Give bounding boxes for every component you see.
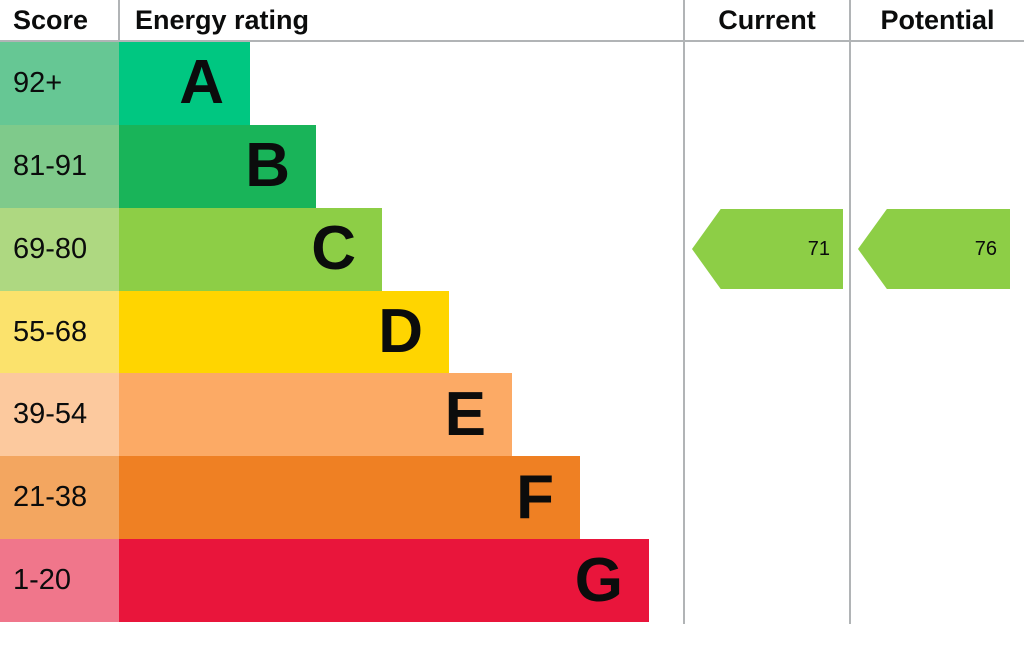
potential-rating-arrow: 76 [858, 209, 1010, 289]
rating-letter: B [245, 131, 290, 201]
band-row-a: 92+ A [0, 42, 683, 125]
rating-letter: G [574, 545, 623, 615]
potential-rating-value: 76 [974, 238, 997, 260]
band-row-f: 21-38 F [0, 456, 683, 540]
current-column-header: Current [718, 5, 816, 35]
header-row: Score Energy rating Current Potential [0, 0, 1024, 42]
score-range: 69-80 [0, 207, 119, 291]
rating-letter: C [311, 214, 356, 284]
score-range: 92+ [0, 42, 119, 125]
band-row-e: 39-54 E [0, 373, 683, 457]
rating-bar-e: E [119, 373, 512, 457]
score-range: 55-68 [0, 290, 119, 374]
rating-letter: A [179, 48, 224, 118]
energy-rating-column-header: Energy rating [135, 5, 310, 35]
rating-letter: F [516, 462, 554, 532]
rating-bar-g: G [119, 539, 649, 623]
rating-letter: D [378, 297, 423, 366]
band-row-g: 1-20 G [0, 539, 683, 623]
band-row-d: 55-68 D [0, 290, 683, 374]
rating-letter: E [444, 379, 486, 449]
rating-bar-f: F [119, 456, 580, 540]
current-column-divider [683, 0, 685, 624]
potential-column-divider [849, 0, 851, 624]
band-row-b: 81-91 B [0, 124, 683, 208]
score-range: 81-91 [0, 124, 119, 208]
band-row-c: 69-80 C [0, 207, 683, 291]
rating-bar-a: A [119, 42, 250, 125]
rating-bar-c: C [119, 207, 382, 291]
potential-column-header: Potential [880, 5, 995, 35]
score-range: 39-54 [0, 373, 119, 457]
score-range: 1-20 [0, 539, 119, 623]
score-range: 21-38 [0, 456, 119, 540]
header-column-divider [118, 0, 120, 40]
rating-bar-b: B [119, 124, 316, 208]
rating-bar-d: D [119, 290, 449, 374]
rating-bands: 92+ A 81-91 B 69-80 C 55-68 D 39-54 E 21… [0, 42, 683, 623]
score-column-header: Score [13, 5, 89, 35]
current-rating-value: 71 [807, 238, 830, 260]
current-rating-arrow: 71 [692, 209, 843, 289]
